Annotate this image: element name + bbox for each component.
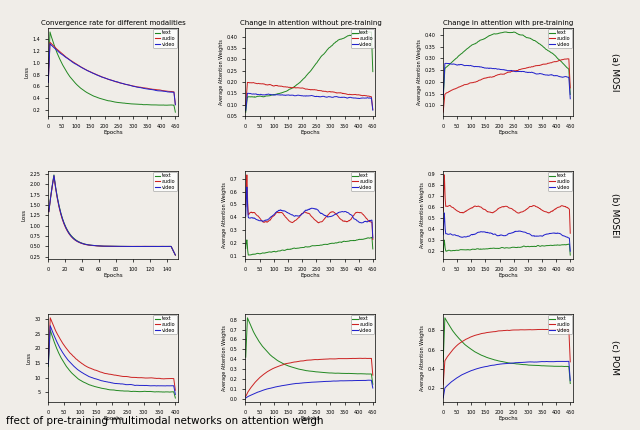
Legend: text, audio, video: text, audio, video <box>548 29 572 48</box>
Y-axis label: Loss: Loss <box>25 66 30 78</box>
X-axis label: Epochs: Epochs <box>103 273 123 278</box>
Text: (b) MOSEI: (b) MOSEI <box>610 193 619 237</box>
Y-axis label: Average Attention Weights: Average Attention Weights <box>420 182 425 248</box>
Legend: text, audio, video: text, audio, video <box>351 172 374 191</box>
Legend: text, audio, video: text, audio, video <box>548 172 572 191</box>
Text: (c) POM: (c) POM <box>610 341 619 375</box>
Legend: text, audio, video: text, audio, video <box>548 315 572 334</box>
Title: Change in attention without pre-training: Change in attention without pre-training <box>239 20 381 26</box>
Y-axis label: Loss: Loss <box>26 352 31 364</box>
Legend: text, audio, video: text, audio, video <box>153 29 177 48</box>
Y-axis label: Loss: Loss <box>22 209 27 221</box>
Title: Change in attention with pre-training: Change in attention with pre-training <box>443 20 573 26</box>
Legend: text, audio, video: text, audio, video <box>153 315 177 334</box>
Y-axis label: Average Attention Weights: Average Attention Weights <box>222 182 227 248</box>
X-axis label: Epochs: Epochs <box>301 273 320 278</box>
X-axis label: Epochs: Epochs <box>498 273 518 278</box>
X-axis label: Epochs: Epochs <box>301 416 320 421</box>
X-axis label: Epochs: Epochs <box>103 416 123 421</box>
Title: Convergence rate for different modalities: Convergence rate for different modalitie… <box>40 20 186 26</box>
Text: (a) MOSI: (a) MOSI <box>610 53 619 91</box>
X-axis label: Epochs: Epochs <box>498 416 518 421</box>
Y-axis label: Average Attention Weights: Average Attention Weights <box>417 39 422 105</box>
X-axis label: Epochs: Epochs <box>103 130 123 135</box>
Y-axis label: Average Attention Weights: Average Attention Weights <box>219 39 224 105</box>
X-axis label: Epochs: Epochs <box>301 130 320 135</box>
Legend: text, audio, video: text, audio, video <box>153 172 177 191</box>
Y-axis label: Average Attention Weights: Average Attention Weights <box>420 325 425 391</box>
X-axis label: Epochs: Epochs <box>498 130 518 135</box>
Text: ffect of pre-training multimodal networks on attention weigh: ffect of pre-training multimodal network… <box>6 416 324 426</box>
Y-axis label: Average Attention Weights: Average Attention Weights <box>222 325 227 391</box>
Legend: text, audio, video: text, audio, video <box>351 315 374 334</box>
Legend: text, audio, video: text, audio, video <box>351 29 374 48</box>
